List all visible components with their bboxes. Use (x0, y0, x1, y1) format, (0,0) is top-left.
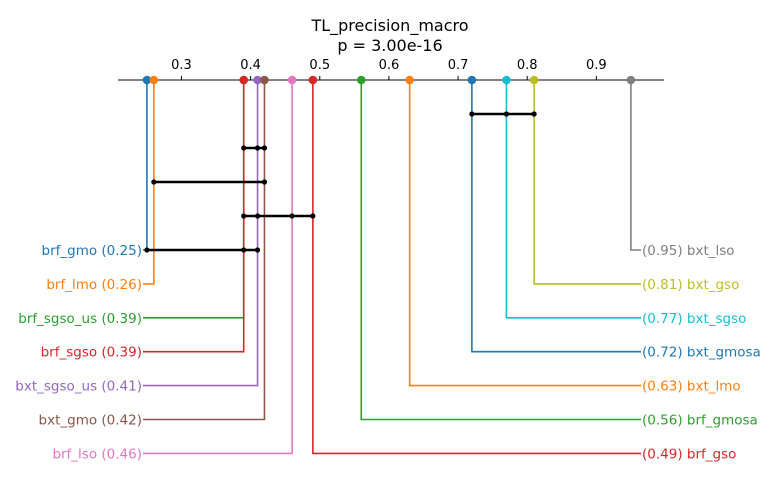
label-brf-sgso-us: brf_sgso_us (0.39) (18, 311, 142, 327)
clique-dot (241, 145, 247, 151)
tick-label: 0.7 (448, 58, 469, 73)
clique-dot (254, 213, 261, 219)
stem-bxt-sgso-us (143, 80, 259, 387)
stem-brf-sgso-us (143, 80, 245, 319)
marker-bxt-sgso (502, 75, 511, 85)
clique-dot (254, 247, 261, 253)
stem-brf-lmo (143, 80, 155, 285)
label-brf-lso: brf_lso (0.46) (52, 446, 142, 462)
chart-title: TL_precision_macro (310, 16, 468, 36)
stem-bxt-gmosa (471, 80, 641, 353)
method-stems (143, 80, 641, 455)
label-bxt-sgso: (0.77) bxt_sgso (642, 311, 746, 327)
marker-brf-gso (308, 75, 318, 85)
marker-bxt-sgso-us (253, 75, 262, 85)
tick-label: 0.6 (379, 58, 400, 73)
clique-dot (289, 213, 295, 219)
stem-bxt-gso (533, 80, 641, 285)
marker-brf-lso (287, 75, 297, 85)
method-markers (142, 75, 636, 85)
tick-label: 0.5 (309, 58, 330, 73)
clique-3 (151, 179, 268, 185)
clique-1 (469, 111, 537, 117)
marker-brf-sgso (239, 75, 249, 85)
marker-bxt-gmo (260, 75, 269, 85)
label-bxt-lmo: (0.63) bxt_lmo (642, 379, 741, 395)
tick-label: 0.4 (240, 58, 261, 73)
marker-bxt-gmosa (467, 75, 477, 85)
label-brf-gso: (0.49) brf_gso (642, 446, 736, 462)
marker-brf-gmosa (356, 75, 366, 85)
clique-dot (531, 111, 537, 117)
clique-5 (144, 247, 261, 253)
stem-brf-lso (143, 80, 293, 455)
label-bxt-gmo: bxt_gmo (0.42) (39, 413, 142, 429)
clique-dot (241, 213, 247, 219)
clique-4 (241, 213, 316, 219)
chart-subtitle: p = 3.00e-16 (337, 36, 442, 55)
tick-label: 0.3 (171, 58, 192, 73)
marker-bxt-lmo (405, 75, 414, 85)
clique-dot (144, 247, 150, 253)
stem-brf-gso (312, 80, 641, 455)
label-bxt-sgso-us: bxt_sgso_us (0.41) (15, 379, 142, 395)
clique-bars (144, 111, 537, 253)
clique-dot (261, 179, 268, 185)
stem-bxt-sgso (505, 80, 641, 319)
label-bxt-lso: (0.95) bxt_lso (642, 243, 735, 259)
clique-dot (261, 145, 268, 151)
stem-bxt-lmo (408, 80, 641, 387)
axis: 0.3 0.4 0.5 0.6 0.7 0.8 0.9 (118, 58, 664, 81)
stem-bxt-lso (630, 80, 641, 251)
marker-brf-gmo (142, 75, 152, 85)
clique-dot (503, 111, 510, 117)
clique-2 (241, 145, 268, 151)
label-bxt-gmosa: (0.72) bxt_gmosa (642, 345, 761, 361)
tick-label: 0.9 (586, 58, 607, 73)
clique-dot (241, 247, 247, 253)
method-labels: brf_gmo (0.25) brf_lmo (0.26) brf_sgso_us … (15, 243, 761, 462)
label-bxt-gso: (0.81) bxt_gso (642, 277, 739, 293)
marker-brf-lmo (149, 75, 159, 85)
label-brf-gmosa: (0.56) brf_gmosa (642, 413, 758, 429)
tick-label: 0.8 (517, 58, 538, 73)
stem-bxt-gmo (143, 80, 266, 421)
label-brf-lmo: brf_lmo (0.26) (46, 277, 142, 293)
stem-brf-sgso (143, 80, 245, 353)
marker-bxt-gso (529, 75, 539, 85)
clique-dot (151, 179, 157, 185)
stem-brf-gmo (143, 80, 148, 251)
stem-brf-gmosa (360, 80, 641, 421)
marker-bxt-lso (626, 75, 636, 85)
label-brf-sgso: brf_sgso (0.39) (41, 345, 142, 361)
clique-dot (469, 111, 475, 117)
clique-dot (254, 145, 261, 151)
label-brf-gmo: brf_gmo (0.25) (42, 243, 143, 259)
clique-dot (310, 213, 316, 219)
